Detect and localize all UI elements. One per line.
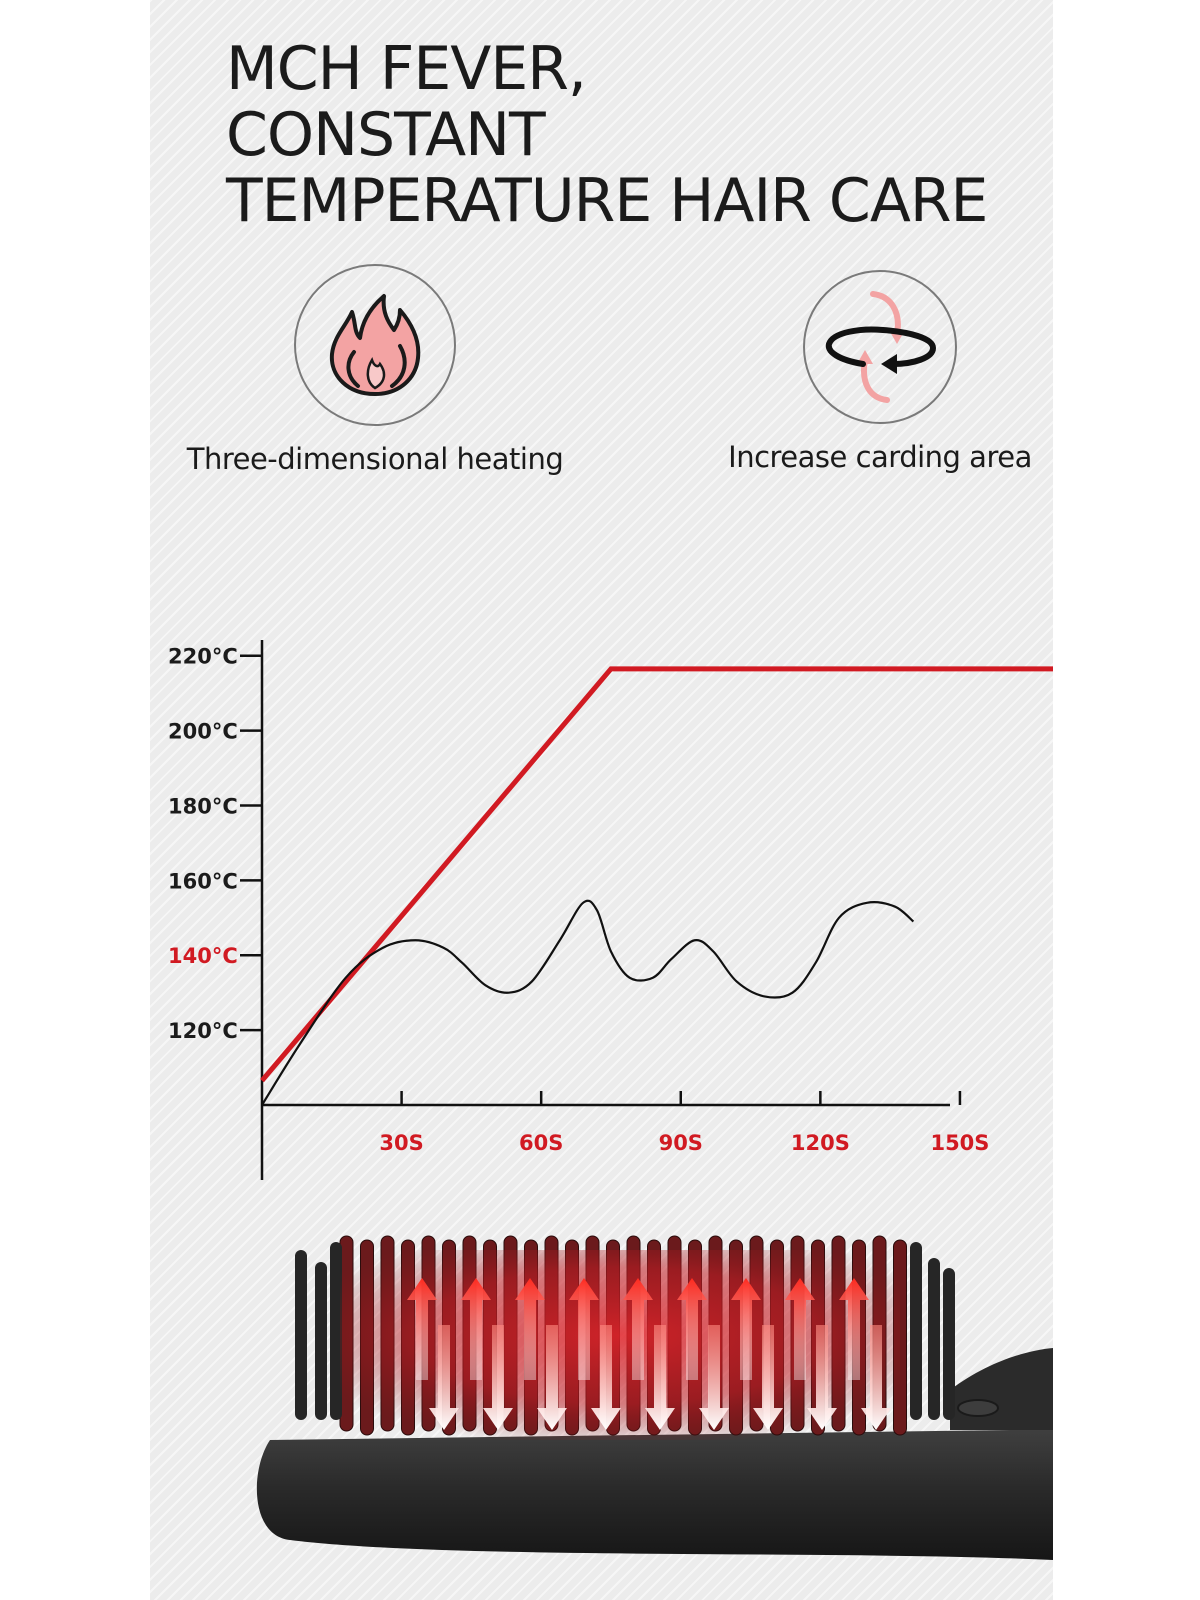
y-tick-label: 160°C	[168, 869, 238, 893]
heat-arrow-up	[731, 1278, 761, 1380]
title-line-2: CONSTANT	[226, 100, 546, 170]
chart-series	[260, 666, 1053, 1106]
heat-arrows	[407, 1278, 891, 1430]
heat-arrow-up	[515, 1278, 545, 1380]
feature-icon-circle	[294, 264, 456, 426]
x-tick-label: 60S	[519, 1131, 563, 1155]
heat-arrow-up	[623, 1278, 653, 1380]
feature-label: Increase carding area	[728, 440, 1032, 474]
heat-arrow-up	[569, 1278, 599, 1380]
series-line-fluctuating	[261, 899, 915, 1106]
heat-arrow-down	[645, 1325, 675, 1430]
heat-arrow-down	[537, 1325, 567, 1430]
temperature-chart: 220°C 200°C 180°C 160°C 140°C 120°C 30S 60S 90S 1…	[168, 640, 1053, 1180]
feature-icon-circle	[803, 270, 957, 424]
heat-arrow-down	[429, 1325, 459, 1430]
y-tick-label: 120°C	[168, 1019, 238, 1043]
y-tick-label: 200°C	[168, 720, 238, 744]
product-panel: MCH FEVER, CONSTANT TEMPERATURE HAIR CAR…	[150, 0, 1053, 1600]
heat-arrow-up	[677, 1278, 707, 1380]
bristle-outer	[295, 1250, 307, 1420]
title-line-3: TEMPERATURE HAIR CARE	[226, 166, 988, 236]
y-tick-label: 180°C	[168, 794, 238, 818]
heat-arrow-up	[785, 1278, 815, 1380]
bristle-outer	[943, 1268, 955, 1420]
bristle-outer	[330, 1242, 342, 1420]
feature-increase-carding-area: Increase carding area	[670, 270, 1053, 474]
heat-arrow-down	[807, 1325, 837, 1430]
feature-three-dimensional-heating: Three-dimensional heating	[165, 264, 585, 476]
bristle-outer	[910, 1242, 922, 1420]
rotate-arrows-icon	[825, 291, 937, 403]
x-tick-label: 150S	[930, 1131, 989, 1155]
heat-arrow-up	[461, 1278, 491, 1380]
x-tick-label: 90S	[659, 1131, 703, 1155]
chart-axes	[240, 640, 962, 1180]
title-line-1: MCH FEVER,	[226, 34, 587, 104]
hair-brush-image	[256, 1235, 1053, 1560]
brush-handle	[950, 1348, 1053, 1430]
heat-arrow-down	[861, 1325, 891, 1430]
heat-arrow-down	[591, 1325, 621, 1430]
series-line-constant	[260, 666, 1053, 1083]
flame-icon	[329, 294, 421, 396]
page-title: MCH FEVER, CONSTANT TEMPERATURE HAIR CAR…	[226, 34, 988, 236]
heat-arrow-down	[699, 1325, 729, 1430]
heat-arrow-up	[407, 1278, 437, 1380]
y-tick-label: 220°C	[168, 645, 238, 669]
bristle-outer	[315, 1262, 327, 1420]
feature-label: Three-dimensional heating	[186, 442, 564, 476]
power-button	[957, 1399, 999, 1417]
heat-arrow-down	[483, 1325, 513, 1430]
chart-tick-labels: 220°C 200°C 180°C 160°C 140°C 120°C 30S 60S 90S 1…	[168, 645, 989, 1155]
heat-arrow-up	[839, 1278, 869, 1380]
x-tick-label: 30S	[379, 1131, 423, 1155]
x-tick-label: 120S	[791, 1131, 850, 1155]
y-tick-label: 140°C	[168, 944, 238, 968]
bristle-outer	[928, 1258, 940, 1420]
heat-arrow-down	[753, 1325, 783, 1430]
